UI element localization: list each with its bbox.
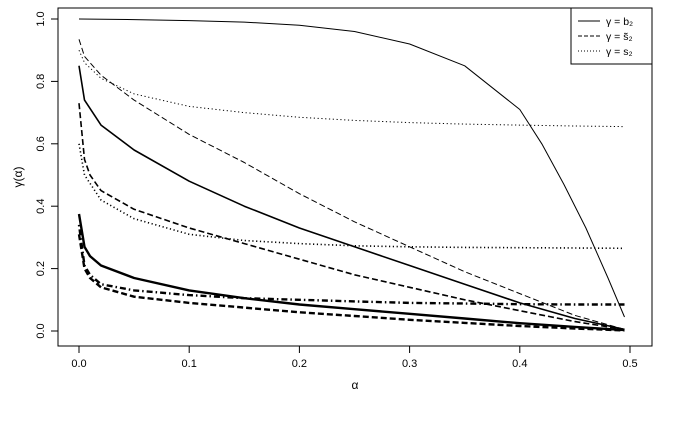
x-axis-label: α	[352, 378, 359, 392]
y-tick-label-4: 0.8	[35, 74, 47, 89]
x-tick-label-5: 0.5	[622, 358, 637, 370]
series-line-dotdash-group-3	[77, 224, 625, 306]
x-tick-label-4: 0.4	[512, 358, 527, 370]
y-tick-label-1: 0.2	[35, 261, 47, 276]
series-line-dashed-group-1	[78, 39, 625, 330]
x-axis: 0.0 0.1 0.2 0.3 0.4 0.5	[71, 346, 638, 370]
series-line-dashed-group-3	[77, 234, 625, 332]
x-tick-label-3: 0.3	[402, 358, 417, 370]
y-tick-label-2: 0.4	[35, 199, 47, 214]
y-axis-label: γ(α)	[11, 167, 25, 188]
caption-strip	[0, 400, 698, 422]
series-layer	[77, 18, 625, 332]
y-tick-label-0: 0.0	[35, 323, 47, 338]
plot-frame	[57, 7, 653, 347]
series-line-solid-group-1	[78, 18, 625, 318]
y-tick-label-5: 1.0	[35, 11, 47, 26]
legend-label-s2-tilde: γ = s̃₂	[606, 31, 633, 43]
series-line-solid-group-2	[78, 65, 625, 331]
chart: 0.0 0.1 0.2 0.3 0.4 0.5 0.00.20.40.60.81.0 α …	[11, 7, 653, 392]
legend-label-b2: γ = b₂	[606, 16, 633, 28]
series-line-dotted-group-2	[78, 143, 625, 250]
series-line-dashed-group-2	[78, 103, 625, 331]
x-tick-label-0: 0.0	[71, 358, 86, 370]
legend: γ = b₂ γ = s̃₂ γ = s₂	[570, 7, 653, 65]
series-line-solid-group-3	[77, 213, 625, 332]
x-tick-label-2: 0.2	[292, 358, 307, 370]
legend-label-s2: γ = s₂	[606, 46, 633, 58]
series-line-dotted-group-1	[78, 49, 625, 128]
x-tick-label-1: 0.1	[182, 358, 197, 370]
y-axis: 0.0 0.2 0.4 0.6 0.8 1.0	[35, 11, 58, 339]
y-tick-label-3: 0.6	[35, 136, 47, 151]
